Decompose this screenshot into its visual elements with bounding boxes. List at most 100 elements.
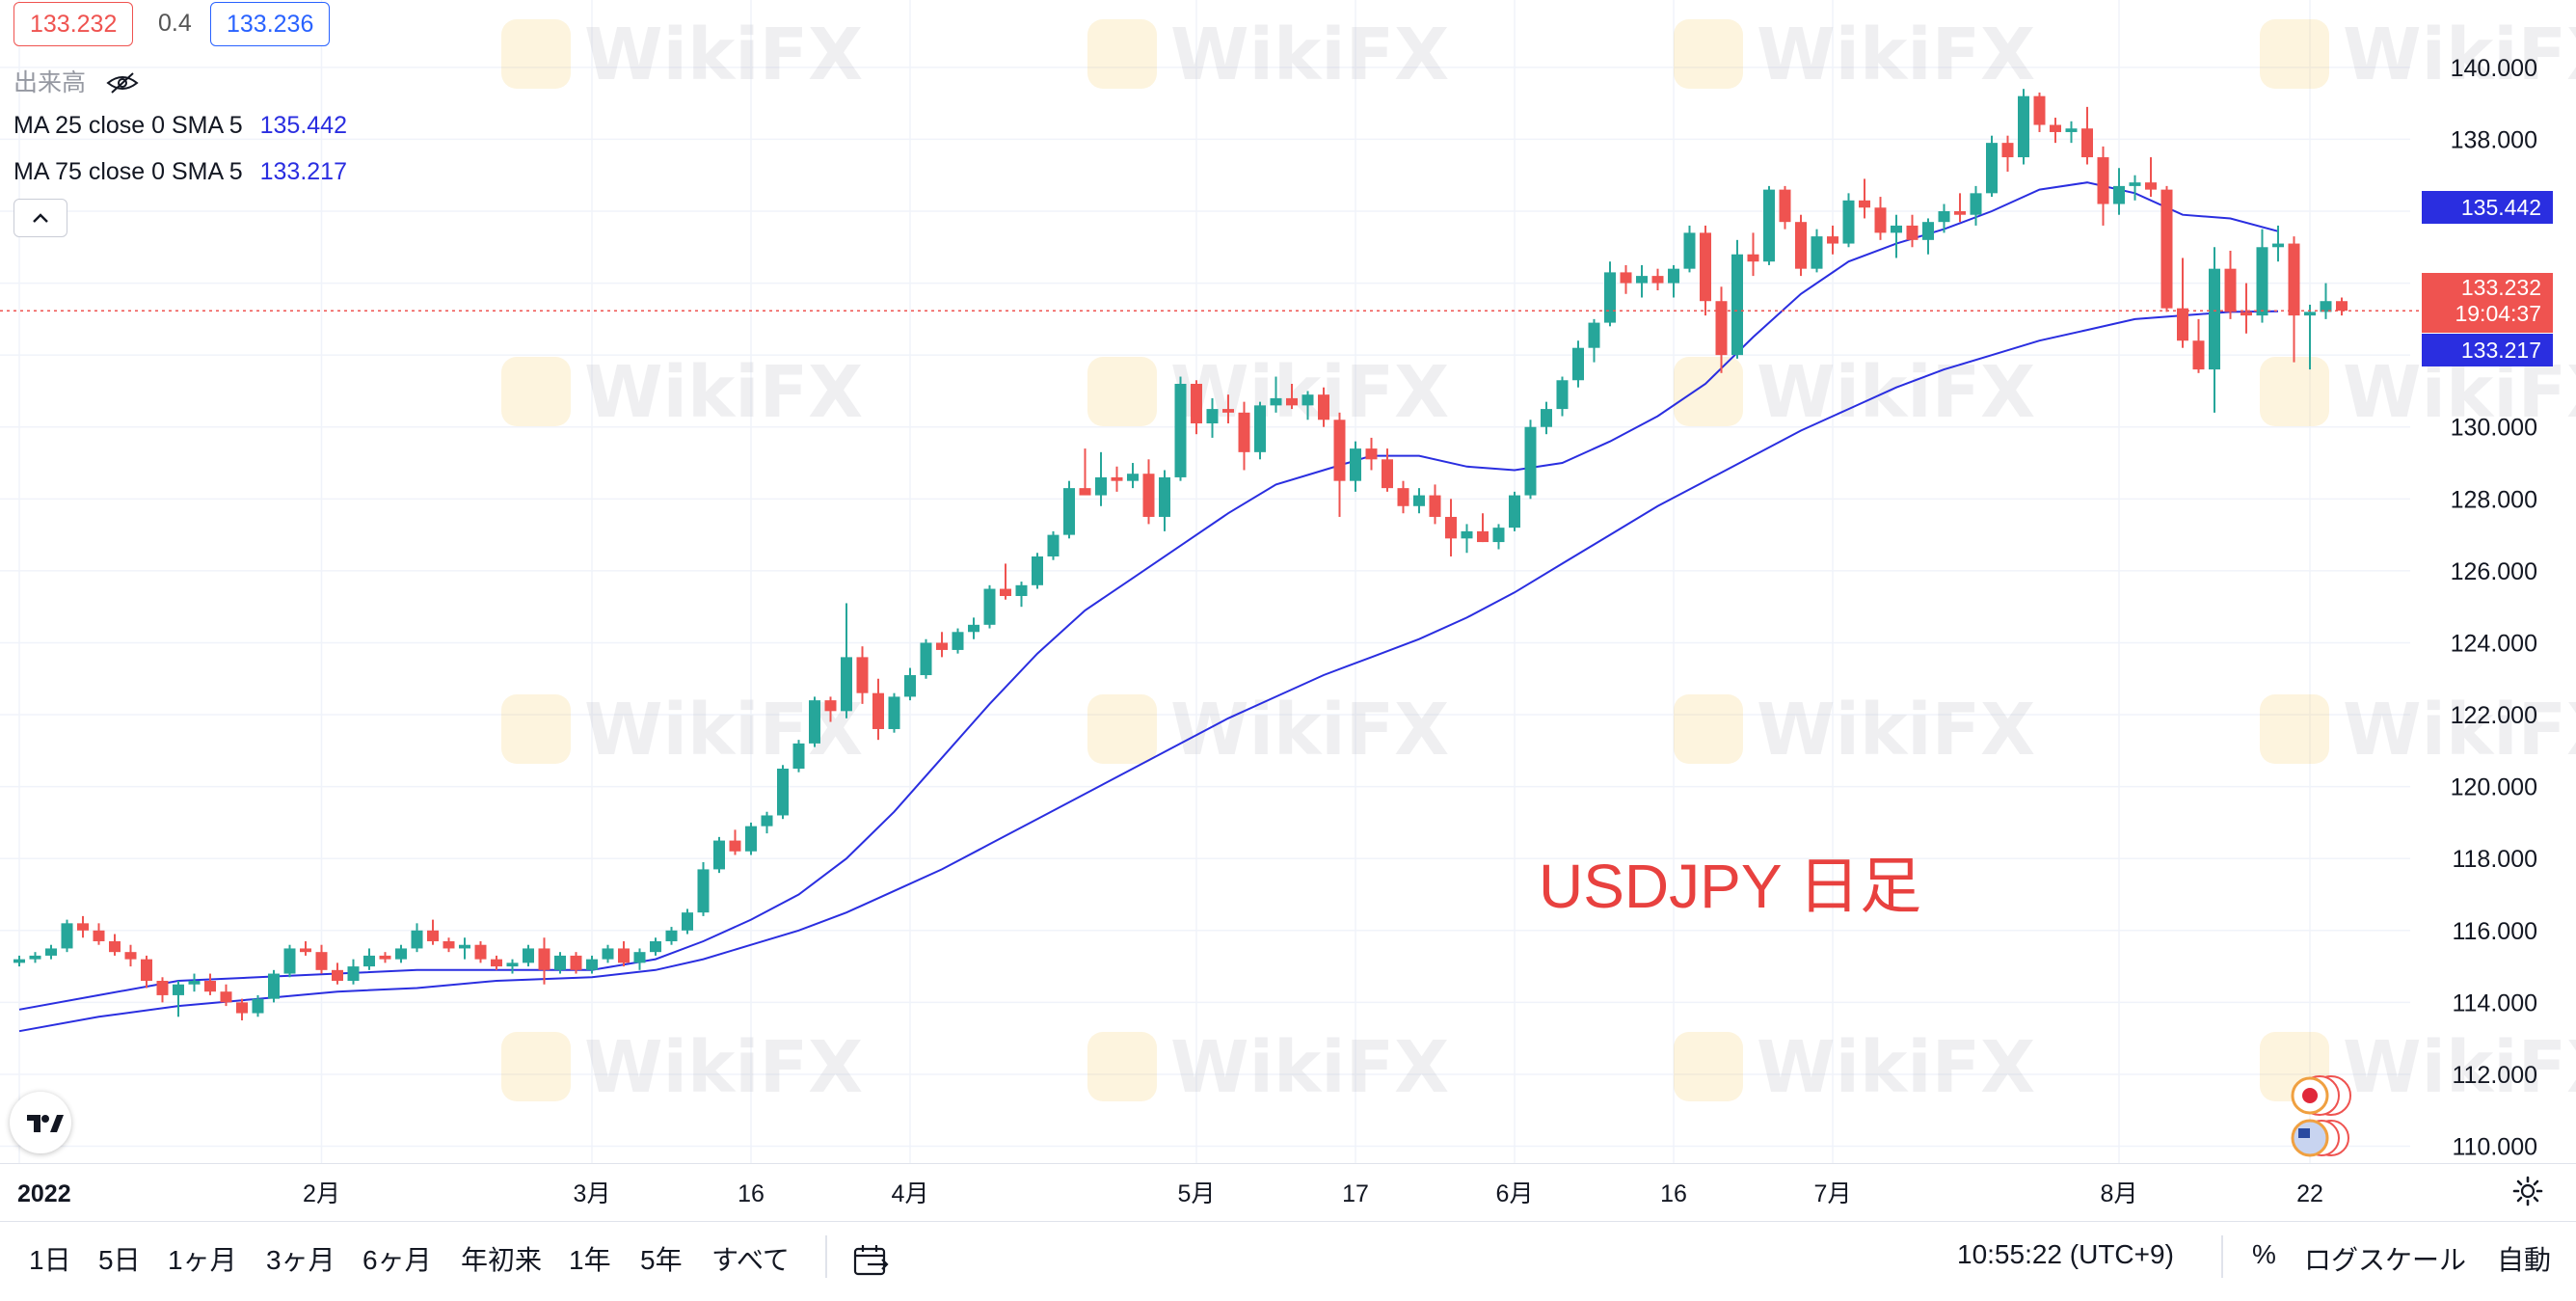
timeframe-1m[interactable]: 1ヶ月 [168,1245,237,1275]
candle-body [1477,530,1489,543]
candle-body [141,959,152,982]
candle-body [506,962,519,967]
candle-body [1350,448,1361,481]
candle [1763,185,1775,265]
candle-body [1620,272,1632,284]
ma75-price-label: 133.217 [2422,334,2553,366]
y-tick-label: 116.000 [2452,918,2537,945]
clock-timezone[interactable]: 10:55:22 (UTC+9) [1957,1239,2174,1269]
candle [2256,229,2268,323]
timeframe-all[interactable]: すべて [711,1245,790,1275]
timeframe-1d[interactable]: 1日 [29,1245,71,1275]
candle [2113,168,2125,215]
timeframe-5d[interactable]: 5日 [98,1245,141,1275]
candle-body [1842,200,1855,244]
candle [204,973,216,995]
ma75-legend[interactable]: MA 75 close 0 SMA 5 133.217 [13,158,347,186]
collapse-legend-button[interactable] [13,199,67,237]
candle [1429,484,1441,525]
candle [729,829,741,855]
timeframe-6m[interactable]: 6ヶ月 [362,1245,432,1275]
candle [363,948,375,970]
candle-body [1795,222,1807,269]
candle [1954,193,1966,223]
ask-price-box[interactable]: 133.236 [210,2,331,46]
candle [586,955,598,974]
candle-body [315,952,328,970]
x-tick-label: 22 [2296,1180,2323,1207]
candle [315,944,328,974]
candle-body [1906,225,1919,240]
candle-body [1286,397,1298,406]
candle [1142,459,1155,525]
settings-gear-icon[interactable] [2512,1176,2543,1206]
candle [1715,286,1728,373]
log-scale-toggle[interactable]: ログスケール [2304,1245,2467,1275]
tradingview-logo[interactable] [10,1092,71,1153]
candle-body [586,959,598,970]
candle-body [474,944,487,960]
timeframe-1y[interactable]: 1年 [569,1245,611,1275]
candle [300,940,311,956]
candle [1095,451,1107,506]
candle-body [1301,394,1314,406]
candle [188,973,201,992]
candle [2177,257,2188,348]
candle-body [1015,584,1028,596]
timeframe-3m[interactable]: 3ヶ月 [266,1245,335,1275]
watermark-text: WikiFX [1757,351,2035,434]
candle-body [13,959,25,963]
ma25-legend[interactable]: MA 25 close 0 SMA 5 135.442 [13,112,347,140]
candle-body [411,930,423,949]
y-tick-label: 112.000 [2452,1062,2537,1089]
candle-body [332,969,343,982]
percent-toggle[interactable]: % [2252,1239,2276,1269]
candle-body [761,815,773,827]
candle [1254,401,1266,460]
candle [2272,225,2284,262]
candle-body [1079,488,1091,496]
candle-body [124,952,137,960]
y-tick-label: 114.000 [2452,989,2537,1016]
watermark-text: WikiFX [1170,689,1449,772]
candle-body [745,826,757,852]
date-range-icon[interactable] [852,1243,891,1278]
candle-body [1492,528,1505,543]
candle [1651,268,1664,291]
x-tick-label: 7月 [1814,1180,1852,1207]
candle [1318,387,1329,427]
candle [29,952,41,963]
candle-body [1461,530,1473,539]
ma75-line [18,310,2279,1033]
watermark-text: WikiFX [2343,14,2576,96]
economic-events-icon[interactable] [2291,1071,2377,1157]
candle [682,908,693,935]
watermark: WikiFX [501,351,863,434]
eye-hidden-icon[interactable] [106,71,139,95]
ma25-label: MA 25 close 0 SMA 5 [13,112,243,139]
candle-body [1111,476,1123,481]
timeframe-ytd[interactable]: 年初来 [461,1245,543,1275]
candle-body [427,930,439,941]
time-axis-bar[interactable] [0,1163,2576,1222]
candle-body [1668,268,1679,284]
candle [2145,157,2157,198]
candle [2320,283,2332,319]
volume-legend[interactable]: 出来高 [13,64,139,98]
candle [824,696,837,722]
candle-body [1938,210,1950,223]
candle-body [1715,301,1728,356]
x-tick-label: 5月 [1178,1180,1216,1207]
watermark: WikiFX [1674,689,2035,772]
candle [841,603,852,718]
candle [1286,383,1298,410]
candle [2018,89,2029,165]
bid-price-box[interactable]: 133.232 [13,2,134,46]
auto-scale-toggle[interactable]: 自動 [2497,1245,2552,1275]
candle [379,952,391,963]
candle-body [792,743,805,769]
candle [332,962,343,985]
candle-body [633,952,646,963]
timeframe-5y[interactable]: 5年 [640,1245,683,1275]
